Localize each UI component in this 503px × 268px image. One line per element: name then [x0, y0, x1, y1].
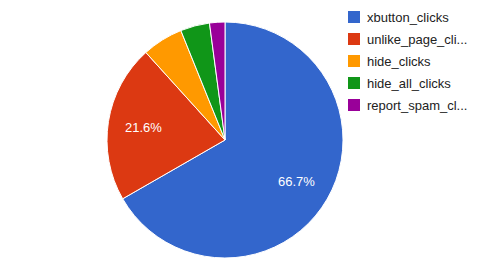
legend-swatch [348, 99, 360, 111]
legend-swatch [348, 33, 360, 45]
legend-label: hide_clicks [367, 54, 431, 69]
data-label: 66.7% [278, 174, 315, 189]
legend: xbutton_clicks unlike_page_cli... hide_cli… [348, 10, 467, 113]
legend-swatch [348, 11, 360, 23]
chart: 66.7% 21.6% xbutton_clicks unlike_page_cli.… [0, 0, 503, 268]
legend-label: report_spam_cl... [367, 98, 467, 113]
data-label: 21.6% [125, 120, 162, 135]
legend-label: hide_all_clicks [367, 76, 451, 91]
legend-swatch [348, 77, 360, 89]
legend-label: unlike_page_cli... [367, 32, 467, 47]
pie-slice [209, 22, 225, 140]
legend-label: xbutton_clicks [367, 10, 449, 25]
legend-swatch [348, 55, 360, 67]
pie: 66.7% 21.6% [107, 22, 343, 258]
